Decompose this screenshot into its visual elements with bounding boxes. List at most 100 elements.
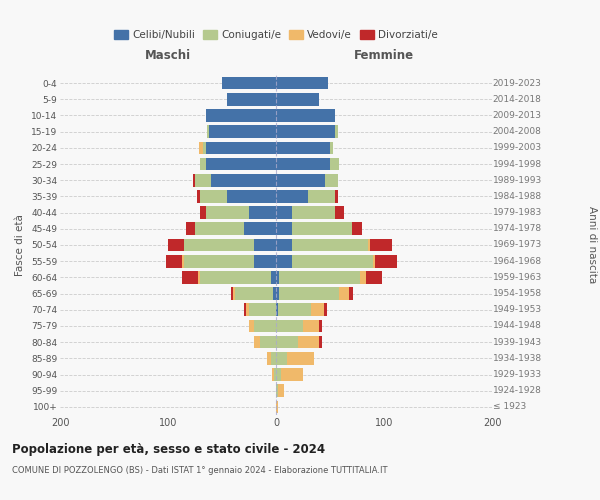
Bar xyxy=(227,190,276,202)
Text: 1924-1928: 1924-1928 xyxy=(493,386,541,395)
Text: 2009-2013: 2009-2013 xyxy=(493,111,542,120)
Bar xyxy=(349,288,353,300)
Bar xyxy=(276,304,278,316)
Bar xyxy=(335,126,338,138)
Bar xyxy=(292,222,352,235)
Bar xyxy=(368,238,370,252)
Bar xyxy=(325,174,338,186)
Bar xyxy=(199,142,203,154)
Bar xyxy=(249,206,276,219)
Bar xyxy=(244,222,276,235)
Bar xyxy=(276,126,335,138)
Bar xyxy=(278,304,311,316)
Bar xyxy=(276,174,325,186)
Bar xyxy=(276,158,330,170)
Bar xyxy=(184,238,254,252)
Bar xyxy=(195,174,211,186)
Text: COMUNE DI POZZOLENGO (BS) - Dati ISTAT 1° gennaio 2024 - Elaborazione TUTTITALIA: COMUNE DI POZZOLENGO (BS) - Dati ISTAT 1… xyxy=(12,466,388,475)
Bar xyxy=(370,238,392,252)
Text: Maschi: Maschi xyxy=(145,50,191,62)
Bar xyxy=(200,190,227,202)
Bar xyxy=(254,255,276,268)
Bar xyxy=(352,222,362,235)
Bar xyxy=(230,288,233,300)
Text: Popolazione per età, sesso e stato civile - 2024: Popolazione per età, sesso e stato civil… xyxy=(12,442,325,456)
Bar xyxy=(244,304,246,316)
Bar xyxy=(281,368,303,381)
Bar xyxy=(206,142,276,154)
Bar xyxy=(249,320,254,332)
Bar xyxy=(182,271,198,283)
Bar xyxy=(168,238,184,252)
Text: 1984-1988: 1984-1988 xyxy=(493,192,542,201)
Text: 2004-2008: 2004-2008 xyxy=(493,127,541,136)
Bar xyxy=(276,142,330,154)
Bar xyxy=(276,77,328,90)
Bar xyxy=(276,336,298,348)
Bar xyxy=(360,271,365,283)
Bar xyxy=(211,174,276,186)
Bar xyxy=(276,222,292,235)
Bar xyxy=(200,206,206,219)
Bar xyxy=(308,190,335,202)
Text: 1999-2003: 1999-2003 xyxy=(493,144,542,152)
Bar xyxy=(276,400,278,413)
Bar xyxy=(323,304,327,316)
Bar xyxy=(184,255,254,268)
Text: 1989-1993: 1989-1993 xyxy=(493,176,542,184)
Text: 2014-2018: 2014-2018 xyxy=(493,95,541,104)
Bar xyxy=(182,255,184,268)
Text: ≤ 1923: ≤ 1923 xyxy=(493,402,526,411)
Bar xyxy=(276,320,303,332)
Bar xyxy=(222,77,276,90)
Bar xyxy=(198,271,200,283)
Text: 1964-1968: 1964-1968 xyxy=(493,256,542,266)
Bar xyxy=(292,255,373,268)
Bar xyxy=(246,304,249,316)
Bar xyxy=(206,109,276,122)
Bar xyxy=(271,352,276,364)
Bar xyxy=(276,352,287,364)
Y-axis label: Fasce di età: Fasce di età xyxy=(16,214,25,276)
Bar xyxy=(235,288,273,300)
Bar xyxy=(279,271,360,283)
Bar xyxy=(187,222,195,235)
Text: 1934-1938: 1934-1938 xyxy=(493,354,542,363)
Bar xyxy=(287,352,314,364)
Bar xyxy=(335,206,344,219)
Bar xyxy=(206,158,276,170)
Bar xyxy=(271,271,276,283)
Text: 1959-1963: 1959-1963 xyxy=(493,273,542,282)
Bar xyxy=(233,288,235,300)
Text: Anni di nascita: Anni di nascita xyxy=(587,206,597,284)
Bar xyxy=(319,320,322,332)
Bar xyxy=(298,336,319,348)
Bar xyxy=(276,255,292,268)
Bar xyxy=(292,206,335,219)
Bar xyxy=(319,336,322,348)
Bar xyxy=(200,271,271,283)
Text: 1954-1958: 1954-1958 xyxy=(493,289,542,298)
Text: 1979-1983: 1979-1983 xyxy=(493,208,542,217)
Bar xyxy=(330,142,333,154)
Text: 1944-1948: 1944-1948 xyxy=(493,322,541,330)
Text: 1994-1998: 1994-1998 xyxy=(493,160,542,168)
Bar xyxy=(373,255,376,268)
Bar xyxy=(249,304,276,316)
Text: 1969-1973: 1969-1973 xyxy=(493,240,542,250)
Bar xyxy=(268,352,271,364)
Bar xyxy=(276,368,281,381)
Text: 1939-1943: 1939-1943 xyxy=(493,338,542,346)
Bar xyxy=(227,93,276,106)
Bar xyxy=(272,368,274,381)
Bar xyxy=(376,255,397,268)
Bar xyxy=(274,368,276,381)
Bar xyxy=(276,206,292,219)
Bar xyxy=(200,158,206,170)
Text: 1929-1933: 1929-1933 xyxy=(493,370,542,379)
Text: 1974-1978: 1974-1978 xyxy=(493,224,542,234)
Bar xyxy=(260,336,276,348)
Bar xyxy=(207,126,209,138)
Text: Femmine: Femmine xyxy=(354,50,414,62)
Bar xyxy=(209,126,276,138)
